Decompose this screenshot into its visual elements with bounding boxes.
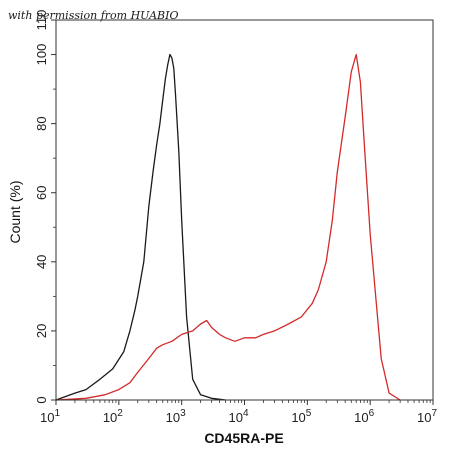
y-tick-label: 100	[34, 44, 49, 66]
plot-frame	[55, 19, 434, 401]
x-tick-label: 104	[228, 408, 248, 425]
x-tick-label: 103	[166, 408, 186, 425]
series-line-2	[55, 53, 401, 401]
y-tick-label: 80	[34, 116, 49, 130]
x-tick-label: 106	[354, 408, 374, 425]
y-axis: 0 20 40 60 80 100 110	[34, 10, 56, 404]
series-layer	[55, 53, 401, 401]
y-tick-label: 40	[34, 255, 49, 269]
x-axis: 101 102 103 104 105 106 107	[40, 400, 437, 425]
series-line-1	[55, 53, 226, 401]
x-tick-label: 101	[40, 408, 60, 425]
watermark-text: with permission from HUABIO	[8, 9, 179, 22]
x-tick-label: 107	[417, 408, 437, 425]
y-axis-title: Count (%)	[7, 180, 23, 243]
x-tick-label: 105	[291, 408, 311, 425]
x-axis-title: CD45RA-PE	[204, 430, 283, 446]
y-tick-label: 20	[34, 324, 49, 338]
y-tick-label: 0	[34, 396, 49, 403]
y-tick-label: 60	[34, 185, 49, 199]
y-tick-label: 110	[34, 10, 49, 31]
x-tick-label: 102	[103, 408, 123, 425]
